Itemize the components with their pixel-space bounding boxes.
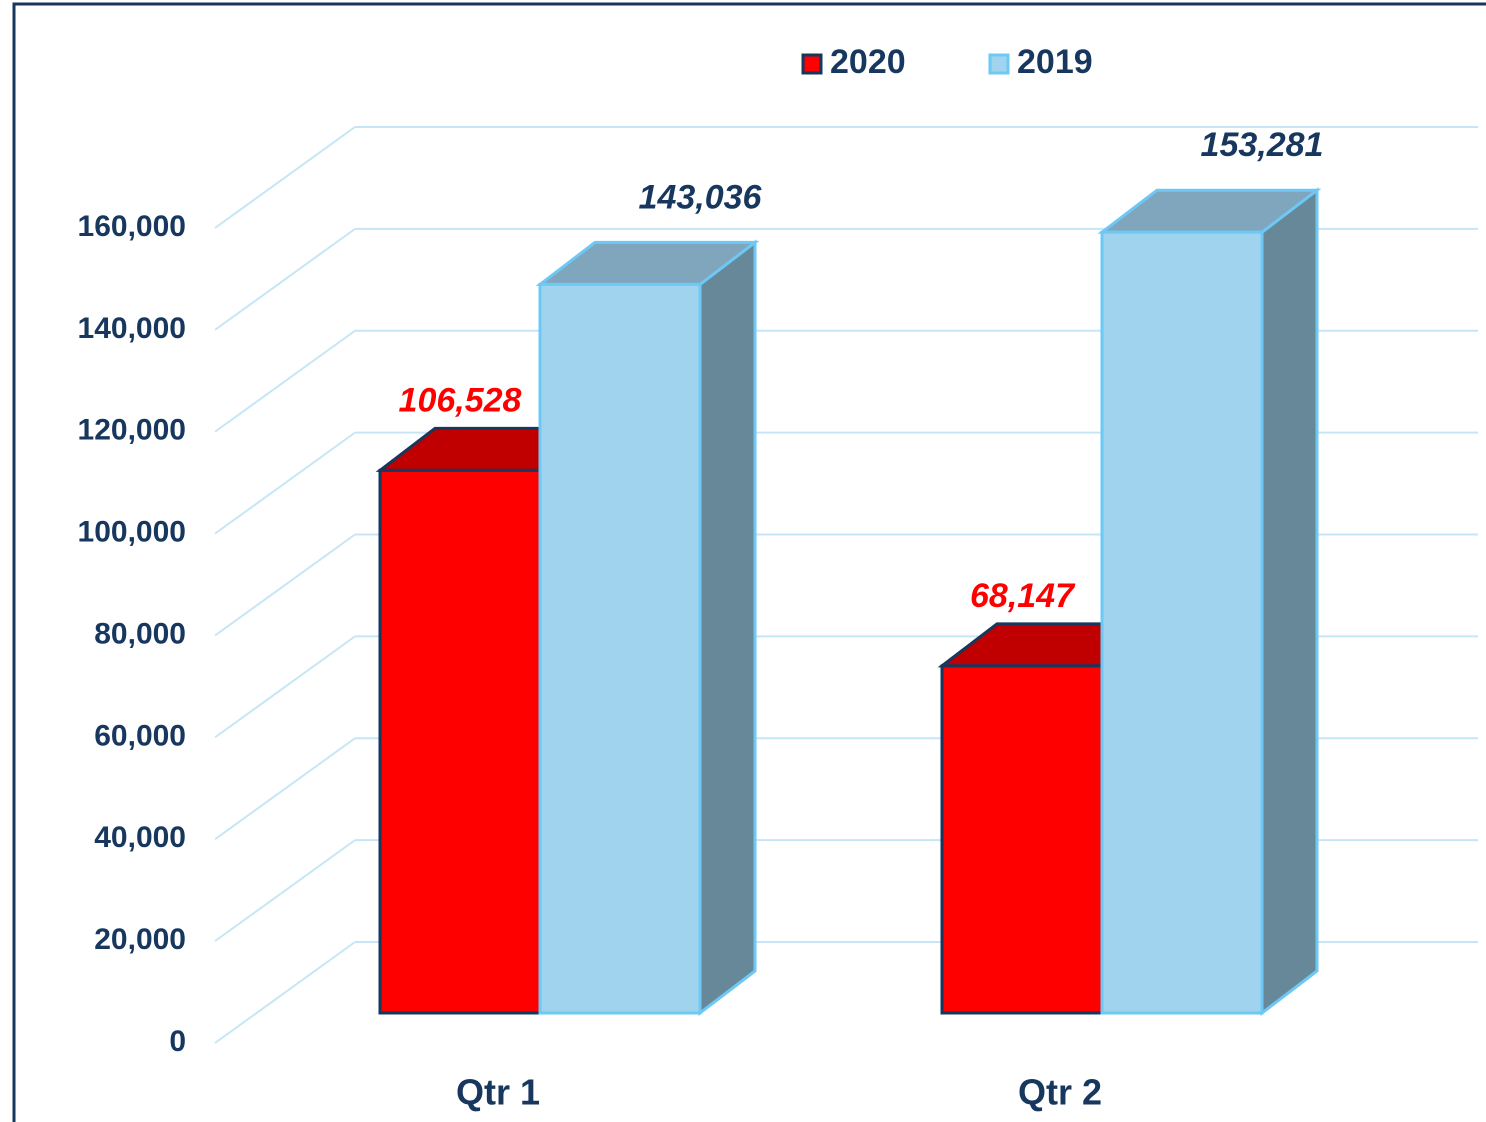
legend-swatch [801, 53, 823, 75]
bar [378, 468, 542, 1015]
grid-line [214, 737, 356, 841]
legend-swatch [988, 53, 1010, 75]
grid-line [214, 228, 356, 331]
y-tick-label: 20,000 [94, 923, 186, 956]
grid-line [214, 431, 356, 535]
x-tick-label: Qtr 1 [456, 1072, 540, 1113]
bar [940, 664, 1104, 1015]
legend-label: 2020 [830, 43, 906, 81]
frame [12, 2, 1486, 1122]
bar [1100, 230, 1264, 1015]
y-tick-label: 100,000 [78, 516, 186, 549]
y-tick-label: 60,000 [94, 719, 186, 752]
legend-label: 2019 [1017, 43, 1093, 81]
grid-line [214, 126, 356, 229]
grid-line [214, 941, 356, 1044]
y-tick-label: 160,000 [78, 210, 186, 243]
y-tick-label: 40,000 [94, 821, 186, 854]
grid-line [214, 329, 356, 433]
y-tick-label: 0 [169, 1025, 186, 1058]
bar [538, 282, 702, 1015]
y-tick-label: 120,000 [78, 414, 186, 447]
bar-side [698, 239, 757, 1017]
data-label: 153,281 [1201, 126, 1324, 164]
y-tick-label: 80,000 [94, 617, 186, 650]
grid-line [214, 839, 356, 942]
x-tick-label: Qtr 2 [1018, 1072, 1102, 1113]
data-label: 143,036 [639, 178, 763, 216]
y-tick-label: 140,000 [78, 312, 186, 345]
data-label: 68,147 [970, 577, 1076, 615]
grid-line [214, 635, 356, 739]
bar-side [1260, 187, 1319, 1017]
grid-line [214, 533, 356, 637]
data-label: 106,528 [399, 381, 522, 419]
